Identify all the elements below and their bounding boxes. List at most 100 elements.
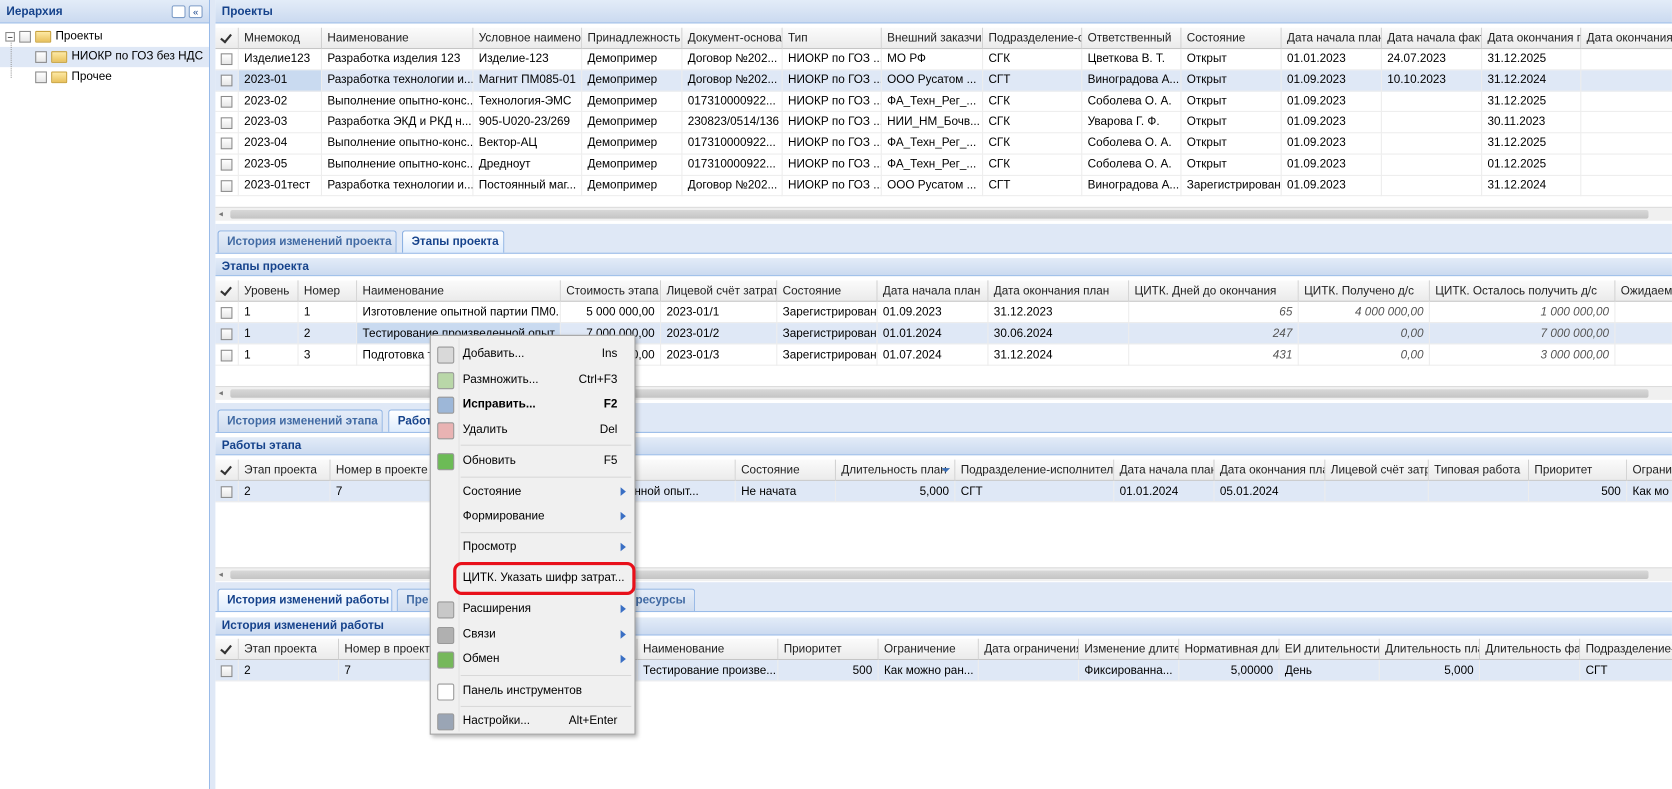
menu-item[interactable]: Обмен bbox=[431, 647, 635, 670]
grid-cell[interactable]: 7 000 000,00 bbox=[1429, 323, 1616, 345]
checkbox[interactable] bbox=[220, 306, 233, 319]
header-check[interactable] bbox=[215, 27, 239, 50]
grid-cell[interactable]: 24.07.2023 bbox=[1381, 49, 1483, 71]
column-header[interactable]: Дата начала план bbox=[877, 280, 989, 302]
column-header[interactable]: Длительность пла bbox=[1379, 638, 1481, 661]
grid-cell[interactable]: 5,000 bbox=[1379, 660, 1481, 682]
column-header[interactable]: Лицевой счёт затр bbox=[1325, 459, 1429, 481]
expander[interactable]: − bbox=[5, 31, 15, 43]
tree-node[interactable]: Прочее bbox=[0, 67, 209, 87]
grid-cell[interactable]: Открыт bbox=[1181, 154, 1282, 176]
checkbox[interactable] bbox=[220, 664, 233, 677]
grid-cell[interactable] bbox=[1615, 323, 1672, 345]
checkbox[interactable] bbox=[220, 53, 233, 66]
grid-cell[interactable]: Зарегистрирован bbox=[777, 344, 878, 366]
grid-cell[interactable] bbox=[1615, 302, 1672, 324]
menu-item[interactable]: Состояние bbox=[431, 480, 635, 503]
grid-cell[interactable]: Открыт bbox=[1181, 49, 1282, 71]
grid-cell[interactable]: 2 bbox=[298, 323, 358, 345]
grid-cell[interactable]: 01.09.2023 bbox=[1281, 112, 1382, 134]
grid-cell[interactable]: Как мо bbox=[1627, 481, 1672, 503]
grid-cell[interactable]: 31.12.2023 bbox=[988, 301, 1130, 324]
grid-cell[interactable] bbox=[1381, 175, 1483, 197]
grid-row[interactable] bbox=[215, 70, 1672, 92]
grid-cell[interactable]: НИИ_НМ_Бочв... bbox=[881, 112, 984, 134]
column-header[interactable]: Дата начала план. bbox=[1281, 27, 1382, 50]
grid-cell[interactable]: 2023-01 bbox=[238, 70, 323, 92]
grid-cell[interactable]: Открыт bbox=[1181, 91, 1282, 113]
checkbox[interactable] bbox=[19, 30, 31, 43]
column-header[interactable]: Состояние bbox=[1181, 27, 1282, 50]
grid-cell[interactable]: Виноградова А... bbox=[1082, 175, 1182, 197]
grid-cell[interactable]: Открыт bbox=[1181, 70, 1282, 92]
grid-cell[interactable]: СГК bbox=[983, 49, 1083, 71]
checkbox[interactable] bbox=[220, 159, 233, 171]
menu-item[interactable]: Формирование bbox=[431, 504, 635, 527]
grid-cell[interactable]: Зарегистрирован bbox=[777, 301, 878, 324]
tree-label[interactable]: НИОКР по ГОЗ без НДС bbox=[71, 50, 204, 63]
grid-cell[interactable]: 0,00 bbox=[1298, 344, 1430, 366]
grid-cell[interactable] bbox=[1381, 154, 1483, 176]
grid-cell[interactable] bbox=[1581, 175, 1672, 197]
grid-cell[interactable]: НИОКР по ГОЗ ... bbox=[782, 112, 882, 134]
grid-cell[interactable]: 01.01.2023 bbox=[1281, 49, 1382, 71]
tab[interactable]: Этапы проекта bbox=[401, 230, 505, 253]
row-check[interactable] bbox=[215, 344, 239, 366]
grid-cell[interactable] bbox=[1581, 154, 1672, 176]
menu-item[interactable]: Связи bbox=[431, 623, 635, 646]
grid-cell[interactable]: 905-U020-23/269 bbox=[473, 112, 583, 134]
grid-cell[interactable] bbox=[1325, 480, 1429, 503]
grid-cell[interactable]: Изготовление опытной партии ПМ0... bbox=[357, 301, 561, 324]
grid-cell[interactable]: Цветкова В. Т. bbox=[1082, 49, 1182, 71]
grid-cell[interactable]: Соболева О. А. bbox=[1082, 133, 1182, 155]
grid-cell[interactable]: НИОКР по ГОЗ ... bbox=[782, 133, 882, 155]
column-header[interactable]: Номер bbox=[298, 280, 358, 302]
grid-cell[interactable]: 65 bbox=[1129, 301, 1299, 324]
menu-item[interactable]: Обновить F5 bbox=[431, 449, 635, 472]
grid-cell[interactable]: Договор №202... bbox=[682, 70, 783, 92]
column-header[interactable]: ЦИТК. Осталось получить д/с bbox=[1429, 280, 1616, 302]
column-header[interactable]: Ответственный bbox=[1082, 27, 1182, 50]
column-header[interactable]: Типовая работа bbox=[1428, 459, 1530, 481]
grid-cell[interactable]: СГТ bbox=[955, 480, 1115, 503]
grid-cell[interactable] bbox=[1615, 344, 1672, 366]
checkbox[interactable] bbox=[220, 485, 233, 498]
column-header[interactable]: Документ-основан bbox=[682, 27, 783, 50]
grid-cell[interactable]: ФА_Техн_Рег_... bbox=[881, 154, 984, 176]
grid-cell[interactable]: 1 bbox=[238, 301, 299, 324]
grid-cell[interactable]: 31.12.2025 bbox=[1482, 133, 1582, 155]
grid-cell[interactable]: День bbox=[1279, 660, 1380, 682]
grid-cell[interactable]: 2023-01/1 bbox=[661, 301, 778, 324]
grid-cell[interactable] bbox=[1381, 91, 1483, 113]
grid-cell[interactable]: Демопример bbox=[582, 154, 683, 176]
checkbox[interactable] bbox=[220, 327, 233, 340]
column-header[interactable]: Ожидаем bbox=[1615, 280, 1672, 302]
checkbox[interactable] bbox=[220, 74, 233, 87]
grid-cell[interactable] bbox=[1581, 91, 1672, 113]
grid-cell[interactable]: Выполнение опытно-конс... bbox=[322, 154, 474, 176]
grid-cell[interactable]: ООО Русатом ... bbox=[881, 70, 984, 92]
column-header[interactable]: Дата ограничения bbox=[978, 638, 1080, 661]
scrollbar[interactable]: ◂ bbox=[215, 206, 1672, 221]
collapse-button[interactable]: « bbox=[188, 5, 203, 19]
grid-cell[interactable]: Фиксированна... bbox=[1079, 660, 1180, 682]
scroll-thumb[interactable] bbox=[230, 389, 1649, 398]
menu-item[interactable]: Удалить Del bbox=[431, 418, 635, 441]
column-header[interactable]: Подразделение-и bbox=[1580, 638, 1672, 661]
grid-cell[interactable]: Изделие123 bbox=[238, 49, 323, 71]
checkbox[interactable] bbox=[220, 95, 233, 108]
header-check[interactable] bbox=[215, 459, 239, 481]
grid-cell[interactable]: 500 bbox=[1529, 480, 1628, 503]
grid-cell[interactable]: 31.12.2024 bbox=[1482, 175, 1582, 197]
header-check[interactable] bbox=[215, 638, 239, 661]
grid-cell[interactable]: Разработка технологии и... bbox=[322, 70, 474, 92]
grid-cell[interactable]: НИОКР по ГОЗ ... bbox=[782, 91, 882, 113]
column-header[interactable]: Нормативная длит bbox=[1179, 638, 1280, 661]
column-header[interactable]: Длительность план bbox=[835, 459, 956, 481]
grid-cell[interactable]: 3 bbox=[298, 344, 358, 366]
row-check[interactable] bbox=[215, 323, 239, 345]
grid-cell[interactable]: 5,00000 bbox=[1179, 660, 1280, 682]
grid-cell[interactable] bbox=[1581, 49, 1672, 71]
grid-cell[interactable]: 2 bbox=[238, 480, 331, 503]
grid-cell[interactable]: 2 bbox=[238, 660, 340, 682]
